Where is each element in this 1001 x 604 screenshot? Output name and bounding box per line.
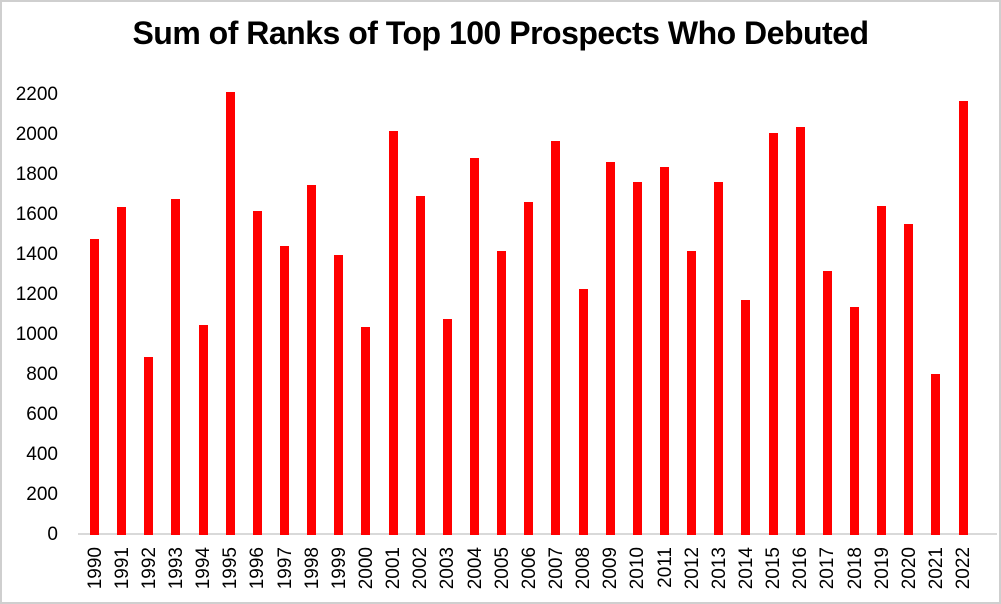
- y-tick-label-400: 400: [26, 443, 58, 465]
- x-tick-label-text: 2011: [654, 547, 676, 588]
- x-tick-label-text: 2013: [708, 547, 730, 590]
- y-tick-label-1800: 1800: [15, 163, 58, 185]
- y-tick-label-1400: 1400: [15, 243, 58, 265]
- bar-2002: [415, 195, 425, 535]
- x-tick-label-text: 1994: [193, 547, 215, 590]
- bar-1991: [117, 206, 127, 535]
- x-tick-label-text: 2005: [491, 547, 513, 590]
- bar-2011: [660, 166, 670, 535]
- bar-1996: [252, 210, 262, 535]
- y-tick-label-2200: 2200: [15, 83, 58, 105]
- bar-2007: [551, 140, 561, 535]
- x-tick-label-text: 1991: [111, 547, 133, 590]
- bar-2014: [741, 299, 751, 535]
- bar-2020: [904, 223, 914, 535]
- x-tick-label-text: 2004: [464, 547, 486, 590]
- bar-1993: [171, 198, 181, 535]
- x-tick-label-text: 2000: [355, 547, 377, 590]
- x-tick-label-text: 2006: [518, 547, 540, 590]
- bar-1997: [280, 245, 289, 535]
- x-tick-label-text: 2021: [925, 547, 947, 590]
- x-tick-label-text: 2008: [573, 547, 595, 590]
- bar-2019: [877, 205, 887, 535]
- x-tick-label-text: 2017: [817, 547, 839, 590]
- x-tick-label-text: 2012: [681, 547, 703, 590]
- x-tick-label-text: 2009: [600, 547, 622, 590]
- bar-1992: [144, 356, 154, 535]
- x-tick-label-text: 2001: [383, 547, 405, 590]
- y-tick-label-2000: 2000: [15, 123, 58, 145]
- x-tick-label-text: 1998: [301, 547, 323, 590]
- x-tick-label-text: 1996: [247, 547, 269, 590]
- x-tick-label-text: 1997: [274, 547, 296, 590]
- bar-2021: [931, 373, 941, 535]
- bar-2012: [687, 250, 697, 535]
- x-tick-label-text: 2020: [898, 547, 920, 590]
- x-tick-label-text: 2019: [871, 547, 893, 590]
- bar-2004: [470, 157, 480, 535]
- y-tick-label-800: 800: [26, 363, 58, 385]
- bar-2005: [497, 250, 507, 535]
- x-tick-label-text: 1999: [328, 547, 350, 590]
- x-tick-label-text: 2010: [627, 547, 649, 590]
- x-tick-label-text: 2007: [545, 547, 567, 590]
- chart-title: Sum of Ranks of Top 100 Prospects Who De…: [132, 15, 869, 51]
- y-tick-label-200: 200: [26, 483, 58, 505]
- y-tick-label-600: 600: [26, 403, 58, 425]
- x-tick-label-text: 1990: [84, 547, 106, 590]
- x-tick-label-text: 1993: [165, 547, 187, 590]
- bar-2017: [822, 270, 832, 535]
- x-tick-label-text: 2014: [735, 547, 757, 590]
- bar-2000: [361, 326, 371, 535]
- y-tick-label-0: 0: [47, 523, 58, 545]
- y-tick-label-1200: 1200: [15, 283, 58, 305]
- bar-2016: [795, 126, 805, 535]
- x-tick-label-text: 2016: [790, 547, 812, 590]
- bar-2006: [524, 201, 534, 535]
- bar-2008: [578, 288, 588, 535]
- bar-2018: [850, 306, 860, 535]
- bar-1998: [307, 184, 317, 535]
- bar-1994: [198, 324, 208, 535]
- y-tick-label-1000: 1000: [15, 323, 58, 345]
- x-tick-label-text: 2003: [437, 547, 459, 590]
- bar-2003: [442, 318, 452, 535]
- bar-2022: [958, 100, 968, 535]
- x-tick-label-text: 1992: [138, 547, 160, 590]
- bar-1990: [90, 238, 99, 535]
- bar-2009: [605, 161, 615, 535]
- bar-1995: [225, 91, 235, 535]
- x-tick-label-text: 2018: [844, 547, 866, 590]
- bar-2013: [714, 181, 724, 535]
- x-tick-label-text: 2015: [763, 547, 785, 590]
- x-tick-label-text: 2022: [953, 547, 975, 590]
- x-axis-line: [78, 533, 997, 535]
- bar-2015: [768, 132, 778, 535]
- y-tick-label-1600: 1600: [15, 203, 58, 225]
- x-tick-label-text: 2002: [410, 547, 432, 590]
- bar-2010: [632, 181, 642, 535]
- x-tick-label-text: 1995: [220, 547, 242, 590]
- bar-2001: [388, 130, 398, 535]
- bar-1999: [334, 254, 344, 535]
